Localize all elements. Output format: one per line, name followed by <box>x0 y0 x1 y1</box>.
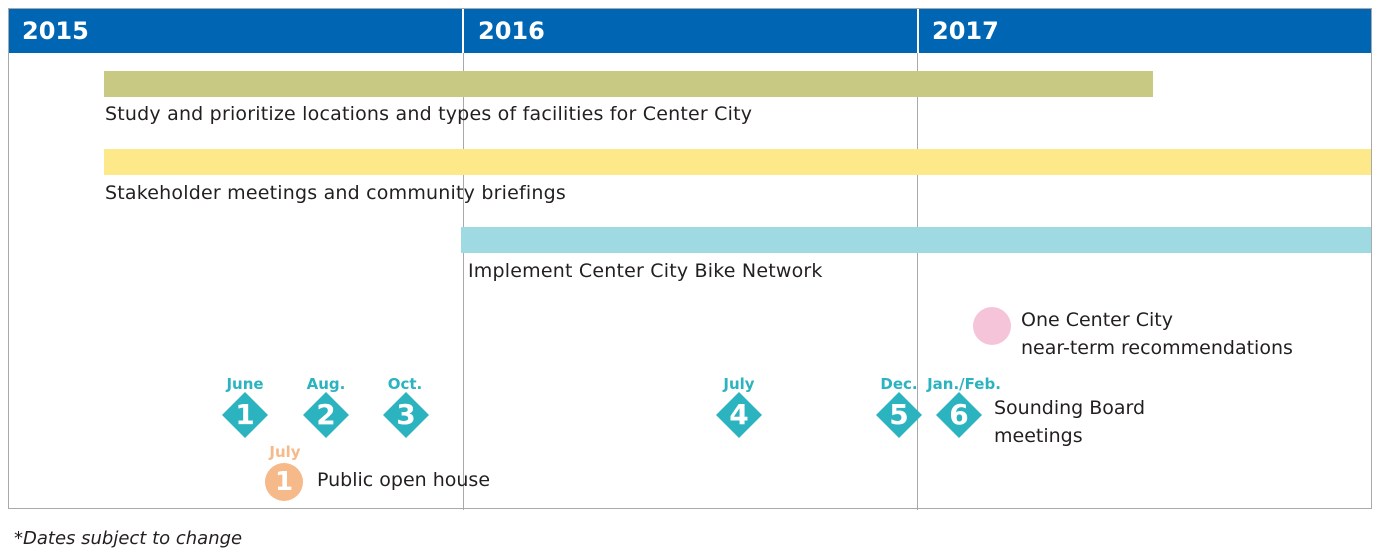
diamond-number: 6 <box>949 398 969 431</box>
milestone-date: June <box>226 375 264 393</box>
year-label-2017: 2017 <box>932 17 999 45</box>
year-label-2016: 2016 <box>478 17 545 45</box>
sounding-board-diamond-4: 4 <box>716 392 762 438</box>
stakeholder-bar-label: Stakeholder meetings and community brief… <box>105 182 566 204</box>
public-open-house-marker: 1 <box>265 463 303 501</box>
implement-bar <box>461 227 1371 253</box>
sounding-board-diamond-3: 3 <box>383 392 429 438</box>
milestone-date: Dec. <box>880 375 918 393</box>
sounding-board-diamond-1: 1 <box>222 392 268 438</box>
diamond-number: 5 <box>889 398 909 431</box>
diamond-number: 4 <box>729 398 749 431</box>
year-gridline <box>917 53 918 510</box>
year-label-2015: 2015 <box>22 17 89 45</box>
implement-bar-label: Implement Center City Bike Network <box>468 260 823 282</box>
year-gridline <box>463 53 464 510</box>
one-center-city-line2: near-term recommendations <box>1021 337 1293 359</box>
study-bar-label: Study and prioritize locations and types… <box>105 103 753 125</box>
sounding-board-label-line2: meetings <box>994 425 1083 447</box>
stakeholder-bar <box>104 149 1371 175</box>
sounding-board-label-line1: Sounding Board <box>994 397 1146 419</box>
diamond-number: 3 <box>396 398 416 431</box>
sounding-board-diamond-6: 6 <box>936 392 982 438</box>
year-header-divider <box>462 9 464 53</box>
sounding-board-diamond-2: 2 <box>303 392 349 438</box>
year-header-band <box>9 9 1371 53</box>
public-open-house-date: July <box>269 443 301 461</box>
year-header-divider <box>917 9 919 53</box>
diamond-number: 1 <box>235 398 255 431</box>
milestone-date: Oct. <box>387 375 423 393</box>
sounding-board-diamond-5: 5 <box>876 392 922 438</box>
one-center-city-marker <box>973 307 1011 345</box>
milestone-date: Aug. <box>306 375 346 393</box>
public-open-house-label: Public open house <box>317 469 491 491</box>
public-open-house-number: 1 <box>274 467 294 497</box>
footnote: *Dates subject to change <box>14 528 243 549</box>
milestone-date: July <box>723 375 755 393</box>
diamond-number: 2 <box>316 398 336 431</box>
milestone-date: Jan./Feb. <box>927 375 1001 393</box>
timeline-frame: 2015 2016 2017 Study and prioritize loca… <box>8 8 1372 510</box>
study-bar <box>104 71 1153 97</box>
one-center-city-line1: One Center City <box>1021 309 1173 331</box>
